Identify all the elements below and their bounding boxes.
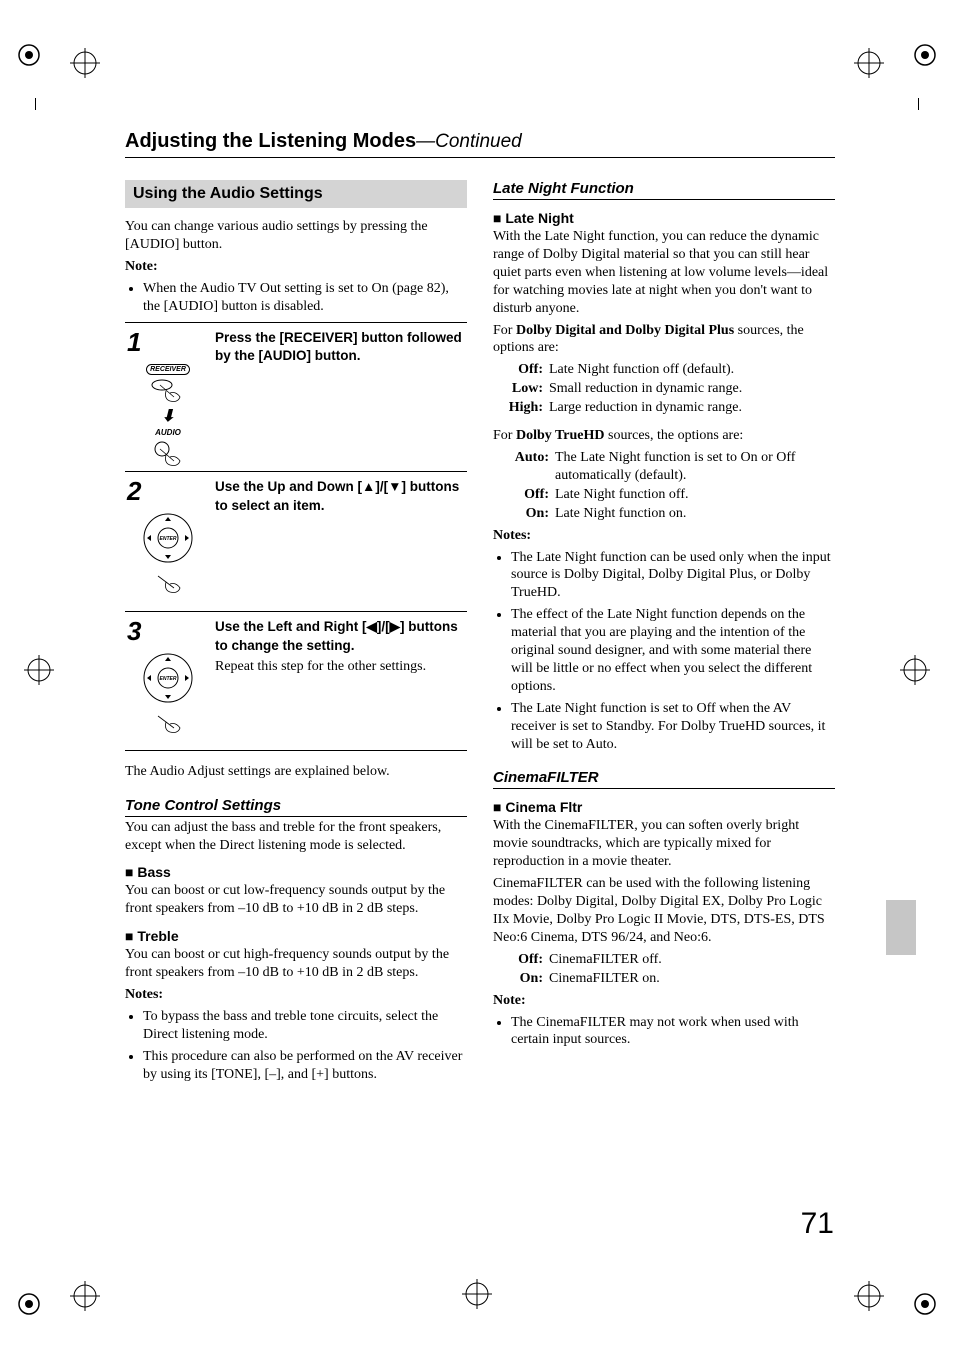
- steps-table: 1 RECEIVER ⬇ AUDIO Press the [RECEIVER] …: [125, 322, 467, 751]
- crop-mark-bl: [14, 1289, 44, 1319]
- after-steps-text: The Audio Adjust settings are explained …: [125, 763, 467, 781]
- step-extra: Repeat this step for the other settings.: [215, 658, 463, 676]
- note-list: When the Audio TV Out setting is set to …: [125, 280, 467, 316]
- receiver-button-icon: RECEIVER: [146, 364, 190, 375]
- option-row: Off:Late Night function off (default).: [507, 361, 835, 379]
- right-column: Late Night Function Late Night With the …: [493, 180, 835, 1090]
- notes-label: Notes:: [125, 987, 163, 1002]
- step-1: 1 RECEIVER ⬇ AUDIO Press the [RECEIVER] …: [125, 322, 467, 471]
- latenight-p3: For Dolby TrueHD sources, the options ar…: [493, 427, 835, 445]
- treble-text: You can boost or cut high-frequency soun…: [125, 946, 467, 982]
- cinema-p2: CinemaFILTER can be used with the follow…: [493, 875, 835, 947]
- notes-label: Notes:: [493, 528, 531, 543]
- cinema-title: CinemaFILTER: [493, 769, 835, 789]
- option-row: Off:Late Night function off.: [507, 486, 835, 504]
- step-2: 2 ENTER Use the Up and Down [▲]/[▼] butt…: [125, 471, 467, 611]
- tone-note-item: To bypass the bass and treble tone circu…: [143, 1008, 467, 1044]
- crop-mark-br2: [854, 1281, 884, 1311]
- note-label: Note:: [493, 993, 526, 1008]
- crop-mark-mr: [900, 655, 930, 685]
- latenight-p2: For Dolby Digital and Dolby Digital Plus…: [493, 322, 835, 358]
- crop-mark-tl: [14, 40, 44, 70]
- note-label: Note:: [125, 259, 158, 274]
- cinema-note-item: The CinemaFILTER may not work when used …: [511, 1014, 835, 1050]
- step-number: 2: [127, 476, 141, 507]
- treble-heading: Treble: [125, 928, 467, 944]
- step-number: 1: [127, 327, 141, 358]
- cinema-p1: With the CinemaFILTER, you can soften ov…: [493, 817, 835, 871]
- svg-text:ENTER: ENTER: [159, 676, 176, 682]
- crop-mark-bl2: [70, 1281, 100, 1311]
- page-number: 71: [801, 1207, 834, 1241]
- cinema-heading: Cinema Fltr: [493, 799, 835, 815]
- crop-mark-ml: [24, 655, 54, 685]
- cinema-note-list: The CinemaFILTER may not work when used …: [493, 1014, 835, 1050]
- hand-press-icon: [148, 379, 188, 407]
- dpad-icon: ENTER: [141, 651, 196, 706]
- crop-mark-tr: [910, 40, 940, 70]
- section-bar-audio-settings: Using the Audio Settings: [125, 180, 467, 208]
- latenight-note-item: The effect of the Late Night function de…: [511, 606, 835, 696]
- latenight-note-item: The Late Night function is set to Off wh…: [511, 700, 835, 754]
- step-instruction: Use the Up and Down [▲]/[▼] buttons to s…: [215, 479, 459, 513]
- latenight-heading: Late Night: [493, 210, 835, 226]
- tone-intro: You can adjust the bass and treble for t…: [125, 819, 467, 855]
- latenight-p1: With the Late Night function, you can re…: [493, 228, 835, 318]
- tone-note-item: This procedure can also be performed on …: [143, 1048, 467, 1084]
- latenight-notes-list: The Late Night function can be used only…: [493, 549, 835, 754]
- note-item: When the Audio TV Out setting is set to …: [143, 280, 467, 316]
- step-3: 3 ENTER Use the Left and Right [◀]/[▶] b…: [125, 611, 467, 751]
- crop-line-r: [918, 98, 919, 110]
- tone-notes-list: To bypass the bass and treble tone circu…: [125, 1008, 467, 1084]
- latenight-note-item: The Late Night function can be used only…: [511, 549, 835, 603]
- step-instruction: Press the [RECEIVER] button followed by …: [215, 330, 462, 364]
- option-row: On:Late Night function on.: [507, 505, 835, 523]
- crop-line-l: [35, 98, 36, 110]
- option-row: High:Large reduction in dynamic range.: [507, 399, 835, 417]
- crop-mark-tl2: [70, 48, 100, 78]
- option-row: On:CinemaFILTER on.: [507, 970, 835, 988]
- step-number: 3: [127, 616, 141, 647]
- latenight-title: Late Night Function: [493, 180, 835, 200]
- arrow-down-icon: ⬇: [161, 411, 174, 422]
- bass-text: You can boost or cut low-frequency sound…: [125, 882, 467, 918]
- hand-press-icon: [148, 441, 188, 471]
- page-title-main: Adjusting the Listening Modes: [125, 130, 416, 152]
- dpad-icon: ENTER: [141, 511, 196, 566]
- audio-label-icon: AUDIO: [155, 428, 181, 437]
- step-instruction: Use the Left and Right [◀]/[▶] buttons t…: [215, 619, 458, 653]
- option-row: Auto:The Late Night function is set to O…: [507, 449, 835, 485]
- page-content: Adjusting the Listening Modes—Continued …: [125, 130, 835, 1090]
- crop-mark-br: [910, 1289, 940, 1319]
- bass-heading: Bass: [125, 864, 467, 880]
- option-row: Low:Small reduction in dynamic range.: [507, 380, 835, 398]
- left-column: Using the Audio Settings You can change …: [125, 180, 467, 1090]
- side-tab: [886, 900, 916, 955]
- svg-text:ENTER: ENTER: [159, 536, 176, 542]
- hand-press-icon: [148, 710, 188, 738]
- tone-control-title: Tone Control Settings: [125, 797, 467, 817]
- page-title: Adjusting the Listening Modes—Continued: [125, 130, 835, 158]
- hand-press-icon: [148, 570, 188, 598]
- crop-mark-bc: [462, 1279, 492, 1309]
- intro-text: You can change various audio settings by…: [125, 218, 467, 254]
- crop-mark-tr2: [854, 48, 884, 78]
- option-row: Off:CinemaFILTER off.: [507, 951, 835, 969]
- page-title-continued: —Continued: [416, 131, 522, 152]
